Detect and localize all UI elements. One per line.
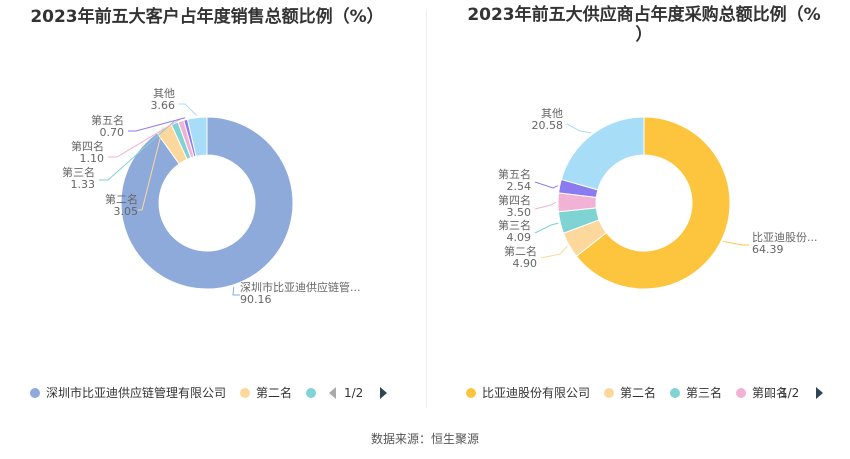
- slice-name-label: 第二名: [105, 192, 138, 206]
- slice-name-label: 其他: [153, 87, 175, 100]
- label-leader-line: [534, 222, 559, 234]
- legend-pager: 1/2: [329, 386, 387, 400]
- legend-marker: [240, 388, 250, 398]
- legend-item[interactable]: [306, 388, 316, 398]
- legend-item[interactable]: 深圳市比亚迪供应链管理有限公司: [30, 385, 226, 400]
- legend-marker: [670, 388, 680, 398]
- label-leader-line: [138, 126, 164, 211]
- legend-label: 深圳市比亚迪供应链管理有限公司: [46, 385, 226, 400]
- slice-name-label: 深圳市比亚迪供应链管...: [240, 280, 361, 294]
- slice-value-label: 1.33: [71, 178, 96, 191]
- pie-slice[interactable]: [575, 116, 731, 290]
- slice-value-label: 2.54: [507, 180, 532, 193]
- slice-value-label: 3.05: [114, 205, 139, 218]
- legend-label: 第二名: [620, 385, 656, 400]
- pie-slice[interactable]: [186, 116, 208, 157]
- slice-name-label: 第四名: [71, 139, 104, 153]
- data-source-label: 数据来源：恒生聚源: [370, 432, 479, 446]
- legend-marker: [466, 388, 476, 398]
- slice-value-label: 3.66: [151, 99, 176, 112]
- chart-title: 2023年前五大客户占年度销售总额比例（%）: [30, 6, 383, 27]
- label-leader-line: [534, 201, 557, 210]
- legend-marker: [736, 388, 746, 398]
- legend-marker: [30, 388, 40, 398]
- slice-value-label: 64.39: [752, 243, 784, 256]
- legend-item[interactable]: 第二名: [604, 385, 656, 400]
- slice-name-label: 第四名: [498, 193, 531, 207]
- chart-divider: [426, 10, 427, 408]
- prev-page-icon[interactable]: [765, 387, 772, 399]
- label-leader-line: [566, 123, 592, 134]
- legend-marker: [604, 388, 614, 398]
- label-leader-line: [128, 117, 186, 132]
- chart-title: 2023年前五大供应商占年度采购总额比例（%）: [467, 4, 820, 45]
- slice-name-label: 第三名: [498, 218, 531, 232]
- legend-item[interactable]: 第三名: [670, 385, 722, 400]
- chart-1: 2023年前五大客户占年度销售总额比例（%） 深圳市比亚迪供应链管...90.16…: [30, 6, 387, 400]
- legend-label: 比亚迪股份有限公司: [482, 386, 590, 400]
- label-leader-line: [108, 118, 181, 158]
- slice-value-label: 20.58: [532, 119, 564, 132]
- label-leader-line: [232, 286, 240, 296]
- slice-value-label: 4.09: [507, 231, 532, 244]
- legend-item[interactable]: 比亚迪股份有限公司: [466, 386, 590, 400]
- slice-name-label: 比亚迪股份...: [752, 231, 818, 244]
- pie-slice[interactable]: [120, 116, 294, 290]
- label-leader-line: [723, 240, 749, 246]
- label-leader-line: [540, 245, 568, 259]
- label-leader-line: [99, 121, 175, 181]
- chart-2: 2023年前五大供应商占年度采购总额比例（%）比亚迪股份...64.39第二名4…: [466, 4, 823, 400]
- prev-page-icon[interactable]: [329, 387, 336, 399]
- slice-value-label: 3.50: [507, 206, 532, 219]
- slice-value-label: 4.90: [513, 257, 538, 270]
- legend: 比亚迪股份有限公司第二名第三名第四名: [466, 385, 788, 400]
- pie-slice[interactable]: [560, 116, 645, 191]
- legend-label: 第三名: [686, 385, 722, 400]
- legend-marker: [306, 388, 316, 398]
- page-indicator: 1/2: [344, 386, 363, 400]
- label-leader-line: [534, 181, 558, 189]
- slice-value-label: 1.10: [80, 152, 105, 165]
- label-leader-line: [179, 103, 198, 116]
- slice-name-label: 第五名: [498, 167, 531, 181]
- next-page-icon[interactable]: [816, 387, 823, 399]
- slice-value-label: 0.70: [100, 126, 125, 139]
- slice-value-label: 90.16: [240, 293, 272, 306]
- legend-item[interactable]: 第二名: [240, 385, 292, 400]
- legend-label: 第二名: [256, 385, 292, 400]
- legend-pager: 1/2: [765, 386, 823, 400]
- slice-name-label: 第三名: [62, 165, 95, 179]
- slice-name-label: 第二名: [504, 244, 537, 258]
- slice-name-label: 第五名: [91, 113, 124, 127]
- slice-name-label: 其他: [541, 107, 563, 120]
- legend: 深圳市比亚迪供应链管理有限公司 第二名: [30, 385, 316, 400]
- page-indicator: 1/2: [780, 386, 799, 400]
- next-page-icon[interactable]: [380, 387, 387, 399]
